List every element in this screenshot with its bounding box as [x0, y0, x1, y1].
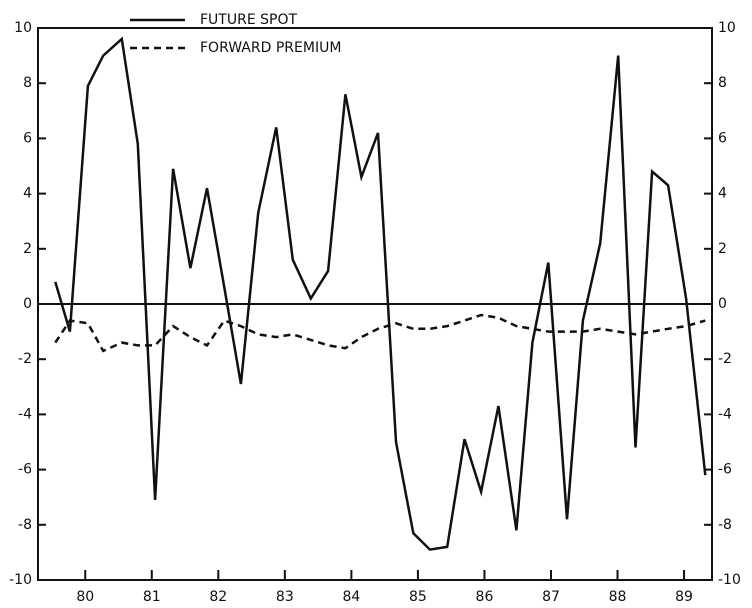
y-tick-label: 2 — [23, 241, 32, 257]
y-tick-label-right: -8 — [718, 517, 732, 533]
y-tick-label: -2 — [18, 351, 32, 367]
y-tick-label: 0 — [23, 296, 32, 312]
x-tick-label: 89 — [675, 589, 693, 605]
y-tick-label: -8 — [18, 517, 32, 533]
y-tick-label-right: 10 — [718, 20, 736, 36]
x-tick-label: 84 — [342, 589, 360, 605]
y-tick-label: 4 — [23, 186, 32, 202]
y-tick-label: 8 — [23, 75, 32, 91]
y-tick-label: -10 — [9, 572, 32, 588]
y-tick-label: 10 — [14, 20, 32, 36]
y-tick-label: -6 — [18, 462, 32, 478]
x-tick-label: 82 — [209, 589, 227, 605]
y-tick-label: -4 — [18, 406, 32, 422]
y-tick-label-right: -2 — [718, 351, 732, 367]
y-tick-label-right: 8 — [718, 75, 727, 91]
legend-label: FUTURE SPOT — [200, 12, 297, 28]
legend-label: FORWARD PREMIUM — [200, 40, 341, 56]
x-tick-label: 86 — [476, 589, 494, 605]
x-tick-label: 83 — [276, 589, 294, 605]
y-tick-label-right: -6 — [718, 462, 732, 478]
y-tick-label-right: 6 — [718, 130, 727, 146]
y-tick-label: 6 — [23, 130, 32, 146]
series-line — [54, 36, 707, 551]
x-tick-label: 88 — [609, 589, 627, 605]
y-tick-label-right: 2 — [718, 241, 727, 257]
y-tick-label-right: -4 — [718, 406, 732, 422]
x-tick-label: 87 — [542, 589, 560, 605]
y-tick-label-right: 4 — [718, 186, 727, 202]
y-tick-label-right: -10 — [718, 572, 741, 588]
x-tick-label: 85 — [409, 589, 427, 605]
x-tick-label: 81 — [143, 589, 161, 605]
y-tick-label-right: 0 — [718, 296, 727, 312]
series-line — [54, 313, 706, 353]
x-tick-label: 80 — [76, 589, 94, 605]
